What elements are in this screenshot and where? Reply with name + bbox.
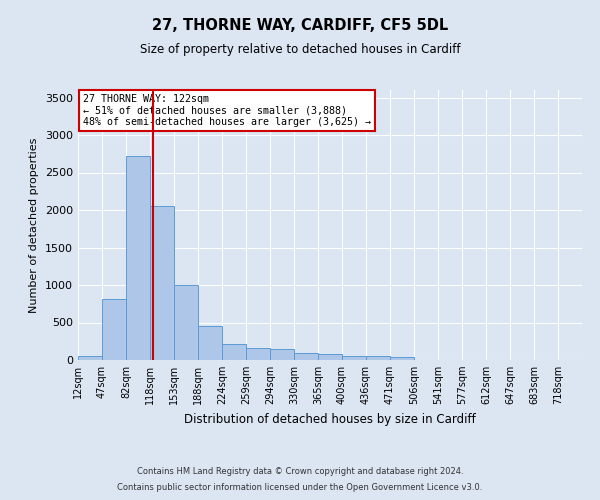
Bar [222,344,246,360]
Bar [342,356,366,360]
Bar [150,206,174,360]
X-axis label: Distribution of detached houses by size in Cardiff: Distribution of detached houses by size … [184,412,476,426]
Text: Size of property relative to detached houses in Cardiff: Size of property relative to detached ho… [140,42,460,56]
Y-axis label: Number of detached properties: Number of detached properties [29,138,40,312]
Bar [270,349,294,360]
Bar [294,352,318,360]
Bar [198,326,222,360]
Bar [174,285,198,360]
Bar [246,348,270,360]
Bar [102,298,126,360]
Bar [366,356,390,360]
Bar [390,356,414,360]
Bar [318,354,342,360]
Text: Contains HM Land Registry data © Crown copyright and database right 2024.: Contains HM Land Registry data © Crown c… [137,467,463,476]
Text: 27 THORNE WAY: 122sqm
← 51% of detached houses are smaller (3,888)
48% of semi-d: 27 THORNE WAY: 122sqm ← 51% of detached … [83,94,371,127]
Bar [126,156,150,360]
Text: 27, THORNE WAY, CARDIFF, CF5 5DL: 27, THORNE WAY, CARDIFF, CF5 5DL [152,18,448,32]
Bar [78,356,102,360]
Text: Contains public sector information licensed under the Open Government Licence v3: Contains public sector information licen… [118,484,482,492]
